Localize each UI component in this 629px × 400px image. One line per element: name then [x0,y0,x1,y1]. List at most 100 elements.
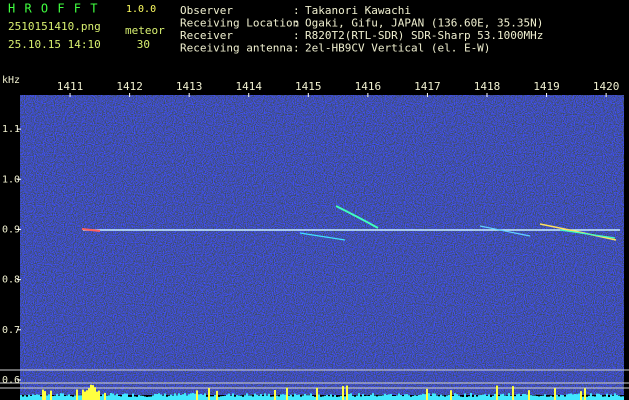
level-bar [534,395,536,400]
x-tick-label: 1415 [295,80,322,93]
level-bar [592,396,594,400]
level-bar [482,394,484,400]
spectrogram-noise [20,95,624,395]
level-bar [146,396,148,400]
level-bar [566,394,568,400]
level-bar [414,395,416,400]
level-bar [54,395,56,400]
level-bar [114,395,116,400]
level-bar [188,394,190,400]
level-bar [124,393,126,400]
level-bar [436,395,438,400]
level-bar [92,385,94,400]
level-bar [58,395,60,400]
level-bar [506,395,508,400]
level-bar [44,391,46,400]
meteor-trace [335,205,379,229]
level-bar [336,396,338,400]
y-tick-label: 0.6 [2,375,20,386]
meteor-count: 30 [137,38,150,51]
level-bar [48,394,50,400]
level-bar [360,396,362,400]
level-bar [612,395,614,400]
level-bar [246,393,248,400]
level-bar [514,396,516,400]
level-bar [304,393,306,400]
level-bar [604,396,606,400]
level-bar [20,395,22,400]
level-bar [512,386,514,400]
level-bar [432,393,434,400]
level-bar [376,396,378,400]
level-bar [378,395,380,400]
level-bar [338,396,340,400]
level-bar [242,396,244,400]
level-bar [508,393,510,400]
level-bar [38,394,40,400]
level-bar [118,395,120,400]
level-bar [554,388,556,400]
level-bar [406,394,408,400]
app-name: H R O F F T [8,2,98,16]
level-bar [244,395,246,400]
level-bar [310,393,312,400]
level-bar [438,396,440,400]
meteor-trace [539,223,617,241]
x-tick-label: 1420 [593,80,620,93]
level-bar [400,395,402,400]
level-bar [536,396,538,400]
level-bar [294,393,296,400]
level-bar [52,396,54,400]
level-bar [540,395,542,400]
level-bar [74,395,76,400]
level-bar [232,393,234,400]
info-separator: : [293,4,300,17]
level-bar [80,395,82,400]
level-bar [348,393,350,400]
level-bar [350,393,352,400]
level-bar [354,396,356,400]
level-bar [68,394,70,400]
level-bar [532,395,534,400]
level-bar [568,393,570,400]
level-bar [418,395,420,400]
level-bar [172,395,174,400]
level-bar [382,395,384,400]
level-bar [130,396,132,400]
level-bar [332,396,334,400]
level-bar [600,394,602,400]
level-bar [30,395,32,400]
level-bar [452,396,454,400]
level-bar [258,395,260,400]
level-bar [254,393,256,400]
level-bar [268,393,270,400]
level-bar [120,396,122,400]
level-bar [622,396,624,400]
level-bar [230,395,232,400]
level-bar [420,394,422,400]
level-bar [266,395,268,400]
level-bar [116,393,118,400]
level-bar [328,396,330,400]
level-bar [472,396,474,400]
level-bar [454,393,456,400]
level-bar [144,396,146,400]
level-bar [210,396,212,400]
level-bar [180,395,182,400]
level-bar [86,390,88,400]
x-tick-label: 1414 [235,80,262,93]
level-bar [160,394,162,400]
level-bar [538,396,540,400]
level-bar [178,393,180,400]
level-bar [398,393,400,400]
level-bar [578,393,580,400]
level-bar [440,394,442,400]
level-bar [548,396,550,400]
level-bar [608,396,610,400]
level-bar [416,395,418,400]
meteor-trace [559,229,616,239]
level-bar [240,395,242,400]
level-bar [606,393,608,400]
level-bar [370,394,372,400]
level-bar [586,396,588,400]
